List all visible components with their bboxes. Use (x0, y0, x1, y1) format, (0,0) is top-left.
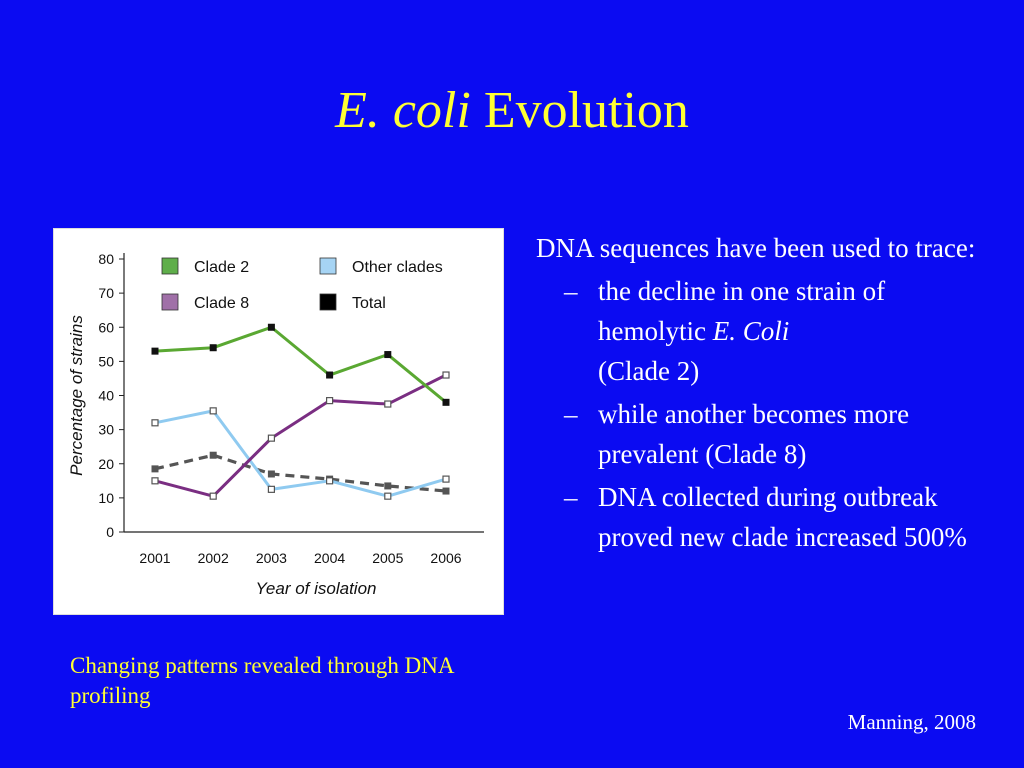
data-point (267, 470, 275, 478)
x-tick-label: 2001 (139, 550, 170, 566)
data-point (442, 487, 450, 495)
title-italic: E. coli (335, 82, 471, 139)
chart-caption: Changing patterns revealed through DNA p… (70, 653, 454, 708)
data-point (326, 371, 334, 379)
x-tick-label: 2006 (430, 550, 461, 566)
y-tick-label: 40 (98, 388, 114, 404)
legend-swatch (319, 293, 337, 311)
bullet-main: DNA sequences have been used to trace: (536, 233, 976, 263)
data-point (384, 400, 392, 408)
x-axis-label: Year of isolation (256, 579, 377, 598)
x-tick-label: 2002 (198, 550, 229, 566)
data-point (384, 492, 392, 500)
sub-bullet-text: while another becomes more prevalent (Cl… (598, 399, 910, 469)
legend-label: Clade 8 (194, 295, 249, 312)
y-axis-label: Percentage of strains (67, 315, 86, 476)
series-line (154, 373, 447, 498)
bullet-dash: – (564, 482, 578, 512)
x-tick-label: 2004 (314, 550, 345, 566)
data-point (384, 351, 392, 359)
bullet-list: DNA sequences have been used to trace: –… (536, 228, 976, 557)
y-tick-label: 70 (98, 285, 114, 301)
data-point (442, 398, 450, 406)
series-line (154, 409, 447, 498)
y-tick-label: 60 (98, 319, 114, 335)
data-point (209, 451, 217, 459)
data-point (209, 407, 217, 415)
sub-bullet-prevalent: – while another becomes more prevalent (… (536, 394, 976, 474)
title-rest: Evolution (483, 82, 689, 139)
data-point (267, 434, 275, 442)
citation-credit: Manning, 2008 (847, 710, 976, 734)
sub-bullet-decline: – the decline in one strain of hemolytic… (536, 271, 976, 391)
y-tick-label: 50 (98, 353, 114, 369)
data-point (209, 344, 217, 352)
data-point (442, 475, 450, 483)
data-point (326, 477, 334, 485)
legend-label: Other clades (352, 259, 443, 276)
data-point (267, 323, 275, 331)
data-point (326, 397, 334, 405)
x-tick-label: 2005 (372, 550, 403, 566)
y-tick-label: 20 (98, 456, 114, 472)
data-point (151, 419, 159, 427)
data-point (267, 485, 275, 493)
legend-swatch (161, 257, 179, 275)
sub-bullet-text-after: (Clade 2) (598, 356, 700, 386)
x-tick-label: 2003 (256, 550, 287, 566)
y-tick-label: 30 (98, 422, 114, 438)
legend-label: Clade 2 (194, 259, 249, 276)
data-point (151, 347, 159, 355)
y-tick-label: 80 (98, 251, 114, 267)
line-chart: 0 10 20 30 40 50 60 70 80 2001 2002 2003 2004 2005 200… (67, 251, 484, 598)
y-tick-label: 0 (106, 524, 114, 540)
legend-label: Total (352, 295, 386, 312)
y-tick-label: 10 (98, 490, 114, 506)
legend-swatch (319, 257, 337, 275)
chart-panel: 0 10 20 30 40 50 60 70 80 2001 2002 2003 2004 2005 200… (53, 228, 504, 615)
sub-bullet-italic: E. Coli (712, 316, 790, 346)
sub-bullet-outbreak: – DNA collected during outbreak proved n… (536, 477, 976, 557)
legend-swatch (161, 293, 179, 311)
series-line (154, 453, 447, 493)
series-line (154, 325, 447, 404)
data-point (151, 477, 159, 485)
data-point (442, 371, 450, 379)
bullet-dash: – (564, 276, 578, 306)
sub-bullet-text: the decline in one strain of hemolytic (598, 276, 886, 346)
slide-title: E. coli Evolution (0, 82, 1024, 139)
bullet-dash: – (564, 399, 578, 429)
sub-bullet-text: DNA collected during outbreak proved new… (598, 482, 967, 552)
data-point (209, 492, 217, 500)
data-point (384, 482, 392, 490)
data-point (151, 465, 159, 473)
